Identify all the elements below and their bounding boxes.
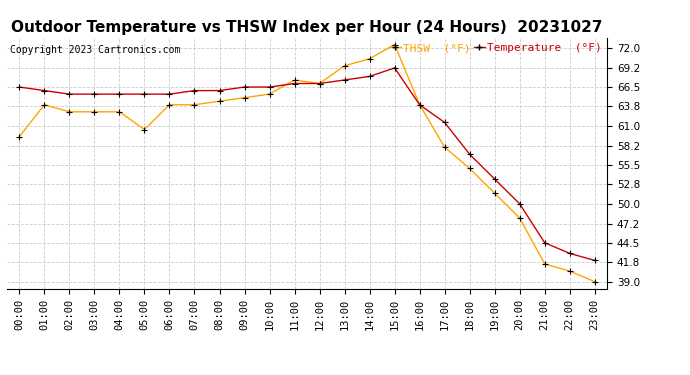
- Temperature  (°F): [340, 78, 348, 82]
- Temperature  (°F): [440, 120, 449, 124]
- THSW  (°F): [566, 269, 574, 273]
- Temperature  (°F): [391, 66, 399, 70]
- Temperature  (°F): [190, 88, 199, 93]
- THSW  (°F): [290, 78, 299, 82]
- Temperature  (°F): [290, 81, 299, 86]
- THSW  (°F): [90, 110, 99, 114]
- Line: THSW  (°F): THSW (°F): [17, 42, 598, 285]
- Temperature  (°F): [40, 88, 48, 93]
- Temperature  (°F): [566, 251, 574, 256]
- Temperature  (°F): [66, 92, 74, 96]
- THSW  (°F): [491, 191, 499, 195]
- Legend: THSW  (°F), Temperature  (°F): THSW (°F), Temperature (°F): [389, 43, 602, 53]
- THSW  (°F): [140, 127, 148, 132]
- Temperature  (°F): [115, 92, 124, 96]
- Temperature  (°F): [266, 85, 274, 89]
- Text: Copyright 2023 Cartronics.com: Copyright 2023 Cartronics.com: [10, 45, 180, 55]
- Temperature  (°F): [15, 85, 23, 89]
- THSW  (°F): [15, 134, 23, 139]
- Temperature  (°F): [315, 81, 324, 86]
- THSW  (°F): [366, 57, 374, 61]
- THSW  (°F): [115, 110, 124, 114]
- THSW  (°F): [266, 92, 274, 96]
- THSW  (°F): [466, 166, 474, 171]
- Title: Outdoor Temperature vs THSW Index per Hour (24 Hours)  20231027: Outdoor Temperature vs THSW Index per Ho…: [11, 20, 603, 35]
- THSW  (°F): [515, 216, 524, 220]
- THSW  (°F): [240, 95, 248, 100]
- THSW  (°F): [340, 63, 348, 68]
- THSW  (°F): [391, 42, 399, 47]
- THSW  (°F): [440, 145, 449, 150]
- THSW  (°F): [315, 81, 324, 86]
- Temperature  (°F): [491, 177, 499, 181]
- Temperature  (°F): [591, 258, 599, 263]
- THSW  (°F): [591, 279, 599, 284]
- Temperature  (°F): [415, 102, 424, 107]
- Temperature  (°F): [140, 92, 148, 96]
- THSW  (°F): [215, 99, 224, 104]
- Temperature  (°F): [466, 152, 474, 156]
- Temperature  (°F): [366, 74, 374, 79]
- Temperature  (°F): [540, 240, 549, 245]
- THSW  (°F): [166, 102, 174, 107]
- Temperature  (°F): [90, 92, 99, 96]
- Temperature  (°F): [166, 92, 174, 96]
- Line: Temperature  (°F): Temperature (°F): [17, 65, 598, 263]
- Temperature  (°F): [515, 202, 524, 206]
- THSW  (°F): [540, 262, 549, 266]
- THSW  (°F): [40, 102, 48, 107]
- Temperature  (°F): [240, 85, 248, 89]
- THSW  (°F): [415, 102, 424, 107]
- Temperature  (°F): [215, 88, 224, 93]
- THSW  (°F): [66, 110, 74, 114]
- THSW  (°F): [190, 102, 199, 107]
